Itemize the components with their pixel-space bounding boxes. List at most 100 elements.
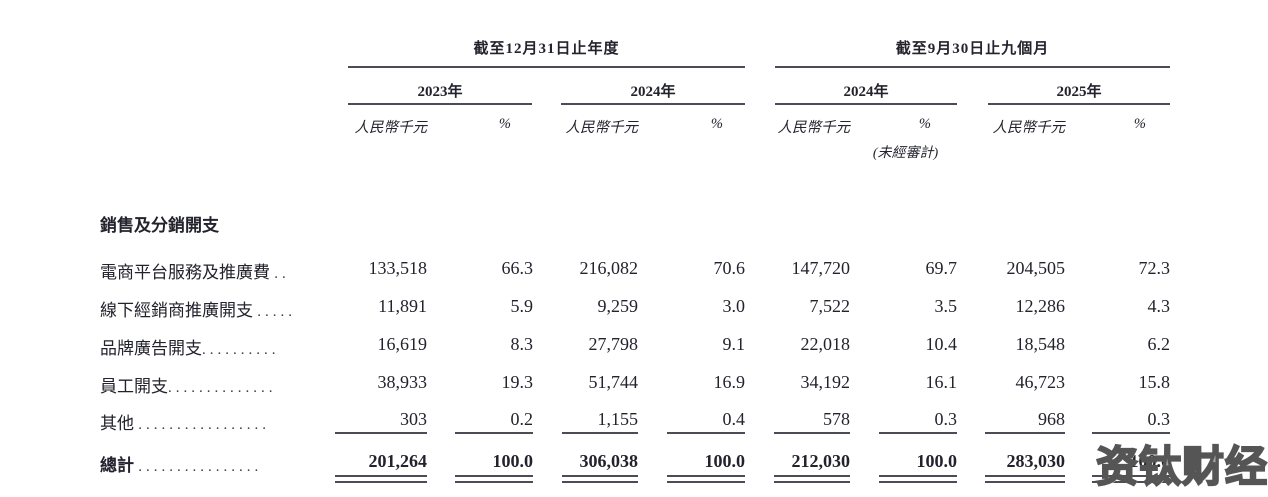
table-cell: 147,720 [791,258,851,278]
table-cell: 0.3 [1147,409,1171,429]
period-group-title-nine-months: 截至9月30日止九個月 [895,41,1050,57]
year-header-2024-annual: 2024年 [630,84,676,100]
table-cell: 38,933 [377,372,428,392]
total-double-rule [455,481,533,483]
section-header: 銷售及分銷開支 [100,216,219,235]
subtotal-rule [774,432,850,434]
row-label: 員工開支.............. [100,377,277,396]
table-cell: 9.1 [722,334,746,354]
table-cell: 133,518 [368,258,428,278]
table-cell: 968 [1038,409,1065,429]
table-cell: 19.3 [501,372,534,392]
table-cell: 100.0 [1129,451,1171,471]
subtotal-rule [455,432,533,434]
dot-leader: .......... [202,342,280,358]
table-cell: 306,038 [579,451,639,471]
total-double-rule [879,475,957,477]
table-cell: 204,505 [1006,258,1066,278]
total-double-rule [1092,475,1170,477]
table-cell: 11,891 [378,296,427,316]
table-cell: 69.7 [925,258,958,278]
table-cell: 8.3 [510,334,534,354]
table-row-others: 其他 ................. 303 0.2 1,155 0.4 5… [0,409,1268,433]
table-cell: 72.3 [1138,258,1171,278]
year-rule-2025 [988,103,1170,105]
table-cell: 15.8 [1138,372,1171,392]
subtotal-rule [985,432,1065,434]
year-rule-2023 [348,103,532,105]
table-cell: 283,030 [1006,451,1066,471]
table-row-offline-distributor: 線下經銷商推廣開支 ..... 11,891 5.9 9,259 3.0 7,5… [0,296,1268,320]
table-cell: 34,192 [800,372,851,392]
group-rule-nine-months [775,66,1170,68]
table-cell: 12,286 [1015,296,1066,316]
dot-leader: .. [274,266,290,282]
table-cell: 212,030 [791,451,851,471]
dot-leader: .............. [168,380,277,396]
total-double-rule [985,475,1065,477]
table-cell: 4.3 [1147,296,1171,316]
table-cell: 22,018 [800,334,851,354]
table-cell: 303 [400,409,427,429]
total-double-rule [1092,481,1170,483]
total-double-rule [667,475,745,477]
total-double-rule [985,481,1065,483]
table-cell: 216,082 [579,258,639,278]
total-double-rule [774,481,850,483]
subtotal-rule [667,432,745,434]
table-row-brand-advertising: 品牌廣告開支.......... 16,619 8.3 27,798 9.1 2… [0,334,1268,358]
table-cell: 1,155 [597,409,639,429]
row-label: 總計 ................ [100,456,263,475]
table-cell: 10.4 [925,334,958,354]
table-cell: 6.2 [1147,334,1171,354]
subtotal-rule [562,432,638,434]
year-rule-2024-annual [561,103,745,105]
row-label: 電商平台服務及推廣費 .. [100,263,290,282]
total-double-rule [335,481,427,483]
total-double-rule [879,481,957,483]
total-double-rule [562,475,638,477]
table-cell: 5.9 [510,296,534,316]
total-double-rule [774,475,850,477]
table-cell: 16,619 [377,334,428,354]
unaudited-note: (未經審計) [872,146,939,161]
total-double-rule [667,481,745,483]
row-label: 線下經銷商推廣開支 ..... [100,301,296,320]
table-cell: 27,798 [588,334,639,354]
year-rule-2024-nine-months [775,103,957,105]
table-cell: 9,259 [597,296,639,316]
pct-header-col2: % [710,116,723,132]
year-header-2025: 2025年 [1056,84,1102,100]
dot-leader: ..... [257,304,296,320]
table-cell: 46,723 [1015,372,1066,392]
table-cell: 0.3 [934,409,958,429]
dot-leader: ................. [138,417,270,433]
table-cell: 100.0 [704,451,746,471]
total-double-rule [335,475,427,477]
total-double-rule [562,481,638,483]
subtotal-rule [1092,432,1170,434]
pct-header-col4: % [1133,116,1146,132]
unit-header-col2: 人民幣千元 [565,120,639,136]
table-cell: 3.0 [722,296,746,316]
pct-header-col3: % [918,116,931,132]
table-cell: 70.6 [713,258,746,278]
table-cell: 0.4 [722,409,746,429]
table-cell: 16.9 [713,372,746,392]
table-cell: 16.1 [925,372,958,392]
row-label: 其他 ................. [100,414,270,433]
year-header-2024-nine-months: 2024年 [843,84,889,100]
table-cell: 0.2 [510,409,534,429]
group-rule-annual [348,66,745,68]
watermark-logo: 资钛财经 [1095,442,1268,491]
table-cell: 66.3 [501,258,534,278]
table-cell: 201,264 [368,451,428,471]
table-cell: 100.0 [492,451,534,471]
total-double-rule [455,475,533,477]
table-cell: 100.0 [916,451,958,471]
table-cell: 51,744 [588,372,639,392]
subtotal-rule [335,432,427,434]
subtotal-rule [879,432,957,434]
table-cell: 7,522 [809,296,851,316]
